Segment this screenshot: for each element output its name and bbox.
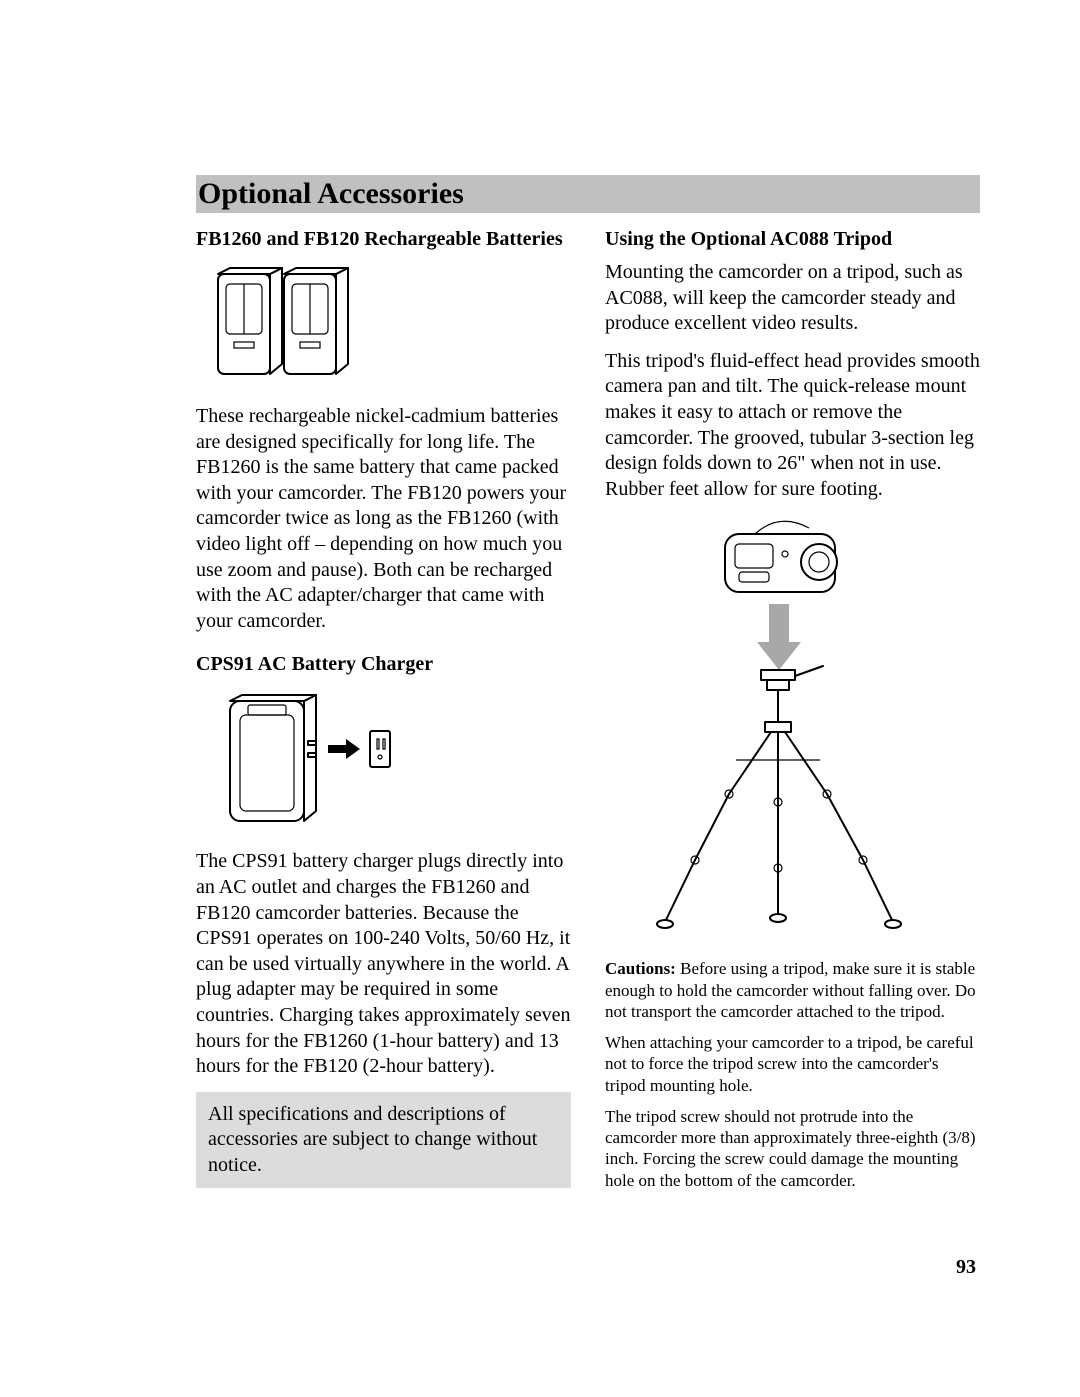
- tripod-p1: Mounting the camcorder on a tripod, such…: [605, 260, 980, 337]
- batteries-illustration: [196, 260, 366, 390]
- page-number: 93: [956, 1256, 976, 1279]
- section-header: Optional Accessories: [198, 177, 974, 211]
- caution-1: Cautions: Before using a tripod, make su…: [605, 958, 980, 1022]
- caution-2: When attaching your camcorder to a tripo…: [605, 1032, 980, 1096]
- tripod-heading: Using the Optional AC088 Tripod: [605, 227, 980, 252]
- notice-text: All specifications and descriptions of a…: [208, 1103, 537, 1176]
- charger-body: The CPS91 battery charger plugs directly…: [196, 849, 571, 1079]
- charger-heading: CPS91 AC Battery Charger: [196, 652, 571, 677]
- notice-box: All specifications and descriptions of a…: [196, 1092, 571, 1189]
- tripod-p2: This tripod's fluid-effect head provides…: [605, 349, 980, 503]
- caution-3: The tripod screw should not protrude int…: [605, 1106, 980, 1191]
- right-column: Using the Optional AC088 Tripod Mounting…: [605, 223, 980, 1201]
- section-header-bar: Optional Accessories: [196, 175, 980, 213]
- caution-lead: Cautions:: [605, 959, 676, 978]
- batteries-heading: FB1260 and FB120 Rechargeable Batteries: [196, 227, 571, 252]
- tripod-illustration: [625, 514, 925, 944]
- two-column-layout: FB1260 and FB120 Rechargeable Batteries: [196, 223, 980, 1201]
- batteries-body: These rechargeable nickel-cadmium batter…: [196, 404, 571, 634]
- charger-illustration: [196, 685, 406, 835]
- page: Optional Accessories FB1260 and FB120 Re…: [0, 0, 1080, 1397]
- left-column: FB1260 and FB120 Rechargeable Batteries: [196, 223, 571, 1201]
